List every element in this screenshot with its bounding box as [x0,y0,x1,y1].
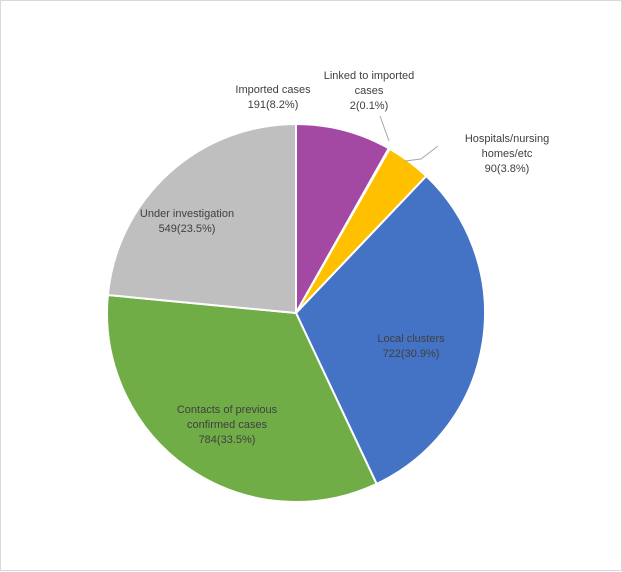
data-label-category: Local clusters [377,333,445,345]
data-label-1: Linked to imported cases 2(0.1%) [324,70,415,112]
leader-line-2 [404,145,439,162]
pie-slice-0 [295,123,390,314]
data-label-category: Hospitals/nursing [465,133,549,145]
data-label-value: 549(23.5%) [159,223,216,235]
data-label-category: Under investigation [140,208,234,220]
data-label-value: 2(0.1%) [350,100,389,112]
leader-line-1 [379,115,390,142]
pie-slice-5 [106,123,297,314]
data-label-0: Imported cases 191(8.2%) [235,84,311,111]
data-label-category: Contacts of previous [177,404,278,416]
pie-slice-3 [295,175,486,485]
data-label-category: homes/etc [482,148,533,160]
data-label-2: Hospitals/nursing homes/etc 90(3.8%) [465,133,549,175]
data-label-category: cases [355,85,384,97]
pie-slice-4 [106,294,378,503]
data-label-value: 191(8.2%) [248,99,299,111]
data-label-category: Imported cases [235,84,311,96]
data-label-value: 90(3.8%) [485,163,530,175]
data-label-4: Contacts of previous confirmed cases 784(3… [177,404,278,446]
data-label-category: Linked to imported [324,70,415,82]
data-label-3: Local clusters 722(30.9%) [377,333,445,360]
data-label-5: Under investigation 549(23.5%) [140,208,234,235]
data-label-value: 722(30.9%) [383,348,440,360]
data-label-value: 784(33.5%) [199,434,256,446]
data-label-category: confirmed cases [187,419,268,431]
